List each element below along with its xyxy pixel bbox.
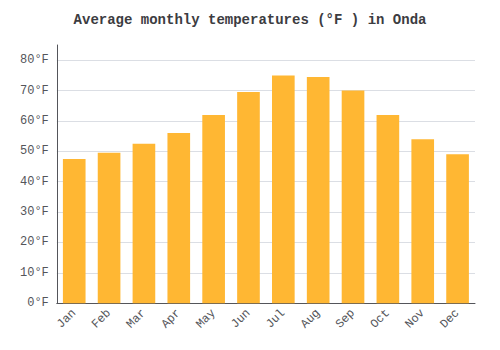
svg-text:Mar: Mar — [124, 306, 149, 331]
svg-text:50°F: 50°F — [20, 144, 49, 158]
svg-text:30°F: 30°F — [20, 205, 49, 219]
svg-text:Sep: Sep — [333, 306, 358, 331]
svg-text:Dec: Dec — [437, 306, 462, 331]
svg-text:40°F: 40°F — [20, 175, 49, 189]
svg-text:Average monthly temperatures (: Average monthly temperatures (°F ) in On… — [74, 12, 427, 28]
svg-text:60°F: 60°F — [20, 114, 49, 128]
svg-text:Apr: Apr — [159, 306, 184, 331]
svg-text:Nov: Nov — [403, 306, 428, 331]
svg-text:Jan: Jan — [54, 306, 79, 331]
svg-text:Jul: Jul — [263, 306, 288, 331]
svg-text:Feb: Feb — [89, 306, 114, 331]
svg-text:10°F: 10°F — [20, 266, 49, 280]
svg-text:80°F: 80°F — [20, 53, 49, 67]
svg-text:May: May — [193, 306, 218, 331]
svg-text:Jun: Jun — [228, 306, 253, 331]
svg-text:0°F: 0°F — [27, 296, 49, 310]
svg-text:Oct: Oct — [368, 306, 393, 331]
svg-text:Aug: Aug — [298, 306, 323, 331]
svg-text:70°F: 70°F — [20, 84, 49, 98]
svg-text:20°F: 20°F — [20, 235, 49, 249]
